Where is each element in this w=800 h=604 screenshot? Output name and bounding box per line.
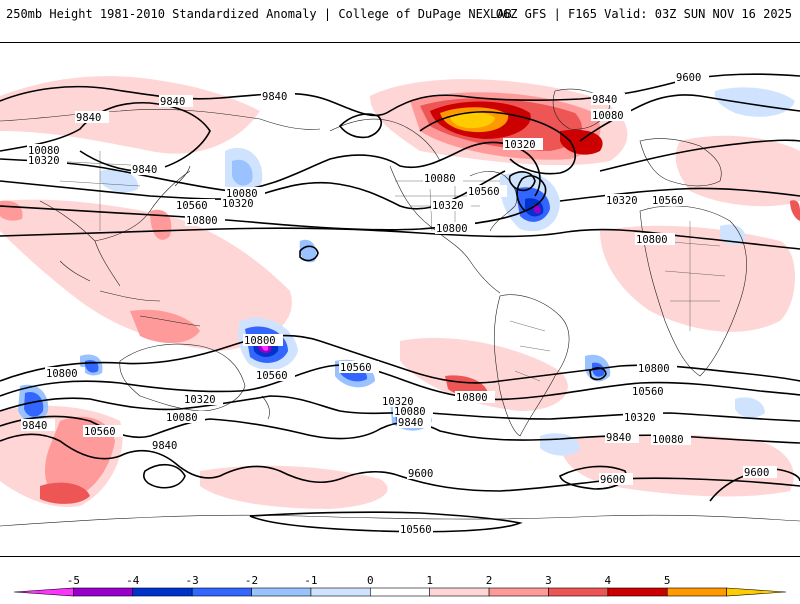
contour-label: 10080 — [424, 173, 456, 185]
colorbar-legend: -5 -4 -3 -2 -1 0 1 2 3 4 5 — [0, 572, 800, 600]
model-run-info: 06Z GFS | F165 Valid: 03Z SUN NOV 16 202… — [495, 7, 792, 21]
contour-label: 10080 — [592, 110, 624, 122]
colorbar-swatch — [132, 587, 193, 597]
contour-label: 10560 — [468, 186, 500, 198]
contour-label: 10800 — [46, 368, 78, 380]
colorbar-swatch — [607, 587, 668, 597]
colorbar-tick-label: -3 — [186, 574, 199, 587]
contour-labels: 9840 9840 9840 9600 9840 10080 10320 100… — [21, 71, 777, 536]
colorbar-tick-labels: -5 -4 -3 -2 -1 0 1 2 3 4 5 — [67, 574, 671, 587]
contour-label: 9840 — [152, 440, 177, 452]
colorbar-swatch — [370, 587, 430, 597]
colorbar-tick-label: 5 — [664, 574, 671, 587]
contour-label: 10560 — [84, 426, 116, 438]
colorbar-swatch — [251, 587, 312, 597]
coastlines — [0, 88, 800, 527]
contour-label: 10080 — [166, 412, 198, 424]
contour-label: 10320 — [504, 139, 536, 151]
contour-label: 10320 — [606, 195, 638, 207]
colorbar-swatch — [666, 587, 727, 597]
contour-label: 10800 — [636, 234, 668, 246]
contour-label: 9840 — [132, 164, 157, 176]
map-panel: 9840 9840 9840 9600 9840 10080 10320 100… — [0, 42, 800, 557]
contour-label: 10560 — [340, 362, 372, 374]
colorbar-tick-label: 0 — [367, 574, 374, 587]
contour-label: 10560 — [256, 370, 288, 382]
colorbar-tick-label: 2 — [486, 574, 493, 587]
colorbar-swatch — [488, 587, 549, 597]
contour-label: 10800 — [244, 335, 276, 347]
colorbar-tick-label: -2 — [245, 574, 258, 587]
contour-label: 10800 — [638, 363, 670, 375]
colorbar-swatch — [548, 587, 609, 597]
colorbar-tick-label: -5 — [67, 574, 80, 587]
contour-label: 9840 — [22, 420, 47, 432]
contour-label: 10800 — [436, 223, 468, 235]
contour-label: 9840 — [592, 94, 617, 106]
contour-label: 10320 — [28, 155, 60, 167]
contour-label: 10320 — [184, 394, 216, 406]
colorbar-swatch — [429, 587, 490, 597]
contour-label: 10560 — [176, 200, 208, 212]
colorbar-svg: -5 -4 -3 -2 -1 0 1 2 3 4 5 — [13, 574, 787, 597]
colorbar-tick-label: 3 — [545, 574, 552, 587]
colorbar-tick-label: -1 — [304, 574, 317, 587]
colorbar-swatch — [191, 587, 252, 597]
colorbar-swatch — [13, 587, 74, 597]
contour-label: 10320 — [222, 198, 254, 210]
colorbar-swatch — [310, 587, 371, 597]
colorbar-swatches — [13, 587, 787, 597]
contour-label: 10080 — [652, 434, 684, 446]
contour-label: 9840 — [160, 96, 185, 108]
contour-label: 10320 — [624, 412, 656, 424]
colorbar-tick-label: 1 — [426, 574, 433, 587]
contour-label: 10800 — [186, 215, 218, 227]
contour-label: 9600 — [676, 72, 701, 84]
header: 250mb Height 1981-2010 Standardized Anom… — [0, 0, 800, 30]
contour-label: 10560 — [632, 386, 664, 398]
map-title: 250mb Height 1981-2010 Standardized Anom… — [6, 7, 512, 21]
contour-label: 10560 — [652, 195, 684, 207]
colorbar-tick-label: -4 — [126, 574, 140, 587]
contour-label: 9840 — [262, 91, 287, 103]
anomaly-shading — [0, 76, 800, 509]
colorbar-swatch — [726, 587, 787, 597]
contour-label: 9600 — [744, 467, 769, 479]
contour-label: 9840 — [606, 432, 631, 444]
contour-label: 9600 — [408, 468, 433, 480]
contour-label: 10800 — [456, 392, 488, 404]
contour-label: 10080 — [394, 406, 426, 418]
contour-label: 9840 — [398, 417, 423, 429]
contour-label: 10320 — [432, 200, 464, 212]
contour-label: 9600 — [600, 474, 625, 486]
contour-label: 10560 — [400, 524, 432, 536]
colorbar-swatch — [73, 587, 134, 597]
contour-label: 9840 — [76, 112, 101, 124]
anomaly-map: 9840 9840 9840 9600 9840 10080 10320 100… — [0, 71, 800, 536]
colorbar-tick-label: 4 — [605, 574, 612, 587]
